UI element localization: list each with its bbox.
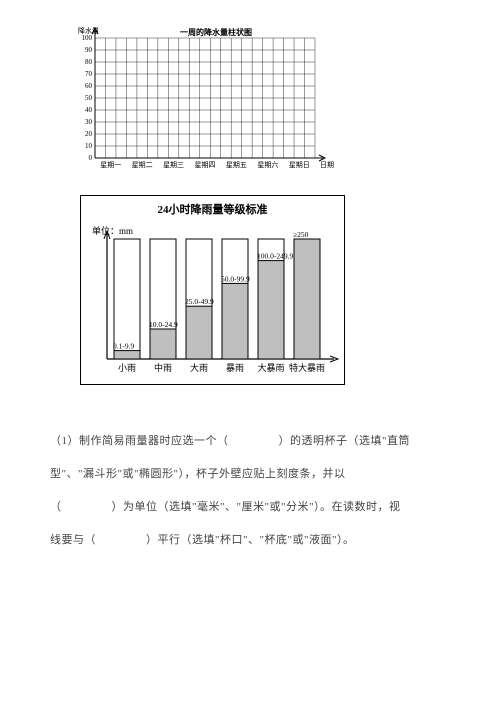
svg-text:10.0-24.9: 10.0-24.9 <box>149 320 178 329</box>
svg-text:10: 10 <box>85 142 93 150</box>
svg-text:大雨: 大雨 <box>190 362 208 373</box>
svg-text:星期二: 星期二 <box>132 161 153 169</box>
svg-text:星期三: 星期三 <box>163 161 184 169</box>
svg-text:日期: 日期 <box>320 161 334 169</box>
svg-text:星期一: 星期一 <box>100 161 121 169</box>
svg-text:特大暴雨: 特大暴雨 <box>289 362 325 373</box>
svg-text:100.0-249.9: 100.0-249.9 <box>257 252 293 261</box>
q-l1a: 制作简易雨量器时应选一个（ <box>79 435 229 447</box>
q-l4a: 线要与（ <box>50 534 96 546</box>
svg-text:暴雨: 暴雨 <box>226 363 244 373</box>
svg-text:≥250: ≥250 <box>293 230 309 239</box>
svg-text:90: 90 <box>85 46 93 54</box>
q-l4b: ）平行（选填"杯口"、"杯底"或"液面"）。 <box>146 534 354 546</box>
rainfall-grade-chart-frame: 24小时降雨量等级标准 单位：mm 0.1-9.9 小雨 10.0-24.9 中雨 25.… <box>80 195 345 385</box>
fig1-title: 一周的降水量柱状图 <box>180 27 252 38</box>
q-l3a: （ <box>50 501 62 513</box>
question-text: （1）制作简易雨量器时应选一个（ ）的透明杯子（选填"直筒 型"、"漏斗形"或"椭… <box>50 425 450 557</box>
fig2-title: 24小时降雨量等级标准 <box>89 201 336 217</box>
svg-text:星期五: 星期五 <box>226 161 247 169</box>
svg-text:60: 60 <box>85 82 93 90</box>
weekly-rainfall-grid: 降水量 一周的降水量柱状图 0102030405060708090100星期一星… <box>60 30 340 180</box>
svg-text:0: 0 <box>89 154 93 162</box>
svg-text:小雨: 小雨 <box>118 363 136 373</box>
svg-text:星期六: 星期六 <box>257 160 278 169</box>
svg-text:30: 30 <box>85 118 93 126</box>
svg-text:25.0-49.9: 25.0-49.9 <box>185 297 214 306</box>
svg-text:50: 50 <box>85 94 93 102</box>
svg-text:70: 70 <box>85 70 93 78</box>
svg-text:大暴雨: 大暴雨 <box>257 362 284 373</box>
svg-text:100: 100 <box>82 34 93 42</box>
svg-text:50.0-99.9: 50.0-99.9 <box>221 274 250 283</box>
svg-text:星期日: 星期日 <box>289 161 310 169</box>
svg-text:星期四: 星期四 <box>195 161 216 169</box>
svg-text:中雨: 中雨 <box>154 362 172 373</box>
q-l3b: ）为单位（选填"毫米"、"厘米"或"分米"）。在读数时，视 <box>112 501 401 513</box>
fig1-svg: 0102030405060708090100星期一星期二星期三星期四星期五星期六… <box>95 38 315 158</box>
svg-text:40: 40 <box>85 106 93 114</box>
q-l1b: ）的透明杯子（选填"直筒 <box>279 435 411 447</box>
q-lead: （1） <box>50 435 79 447</box>
svg-text:80: 80 <box>85 58 93 66</box>
svg-text:20: 20 <box>85 130 93 138</box>
svg-text:单位：mm: 单位：mm <box>92 225 133 236</box>
svg-text:0.1-9.9: 0.1-9.9 <box>113 342 134 351</box>
q-l2a: 型"、"漏斗形"或"椭圆形"），杯子外壁应贴上刻度条，并以 <box>50 468 345 480</box>
fig2-svg: 单位：mm 0.1-9.9 小雨 10.0-24.9 中雨 25.0-49.9 大雨 50.0… <box>89 221 337 376</box>
